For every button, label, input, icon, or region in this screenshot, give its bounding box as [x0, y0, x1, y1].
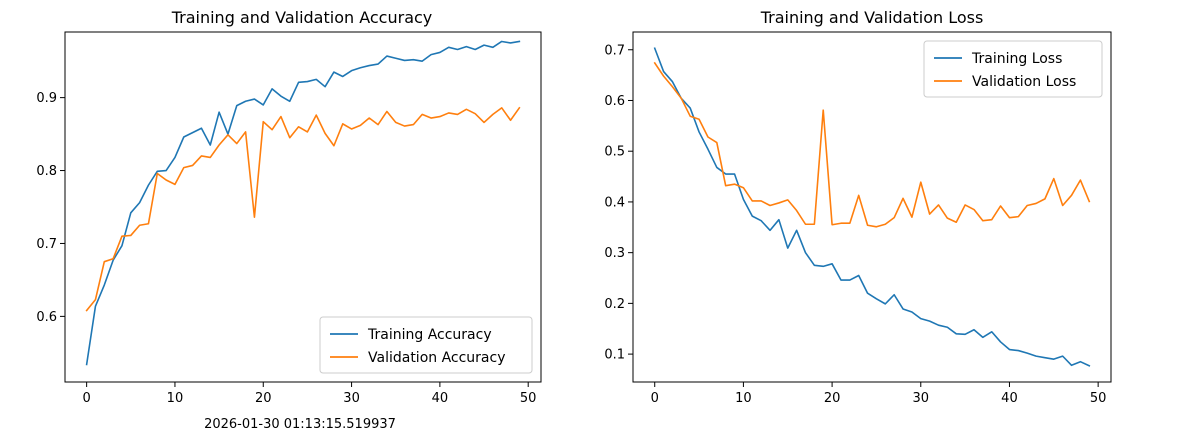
accuracy-legend-label-1: Training Accuracy: [367, 327, 492, 343]
accuracy-xtick-label: 10: [167, 391, 184, 406]
loss-chart: Training and Validation Loss 0 10 20 30 40 50…: [604, 8, 1112, 406]
accuracy-series-line-2: [85, 106, 521, 312]
loss-series-line-1: [653, 47, 1091, 367]
loss-xtick-label: 40: [1001, 391, 1018, 406]
accuracy-ytick-label: 0.7: [36, 237, 57, 252]
loss-xtick-label: 30: [913, 391, 930, 406]
loss-series-line-2: [653, 61, 1091, 228]
loss-xtick-label: 20: [824, 391, 841, 406]
accuracy-legend-box: [319, 316, 533, 374]
accuracy-chart-title: Training and Validation Accuracy: [171, 8, 433, 27]
accuracy-xtick-label: 50: [520, 391, 537, 406]
loss-xtick-label: 0: [651, 391, 659, 406]
loss-ytick-label: 0.6: [604, 94, 625, 109]
loss-chart-title: Training and Validation Loss: [760, 8, 984, 27]
accuracy-series-line-1: [85, 40, 521, 366]
loss-xtick-label: 10: [735, 391, 752, 406]
accuracy-xtick-label: 40: [432, 391, 449, 406]
loss-axes-frame: [632, 31, 1112, 383]
accuracy-legend-label-2: Validation Accuracy: [368, 350, 506, 366]
accuracy-axes-frame: [64, 31, 542, 383]
loss-axes: 0 10 20 30 40 50 0.1 0.2 0.3 0.4 0.5 0.6 0.7: [604, 43, 1106, 406]
loss-legend-label-1: Training Loss: [971, 51, 1062, 67]
accuracy-axes: 0 10 20 30 40 50 0.6 0.7 0.8 0.9: [36, 91, 536, 406]
accuracy-ytick-label: 0.9: [36, 91, 57, 106]
accuracy-xtick-label: 20: [255, 391, 272, 406]
loss-legend-box: [923, 40, 1103, 98]
accuracy-xtick-label: 30: [343, 391, 360, 406]
loss-ytick-label: 0.4: [604, 195, 625, 210]
loss-xtick-label: 50: [1090, 391, 1107, 406]
loss-ytick-label: 0.7: [604, 43, 625, 58]
loss-ytick-label: 0.1: [604, 348, 625, 363]
accuracy-ytick-label: 0.8: [36, 164, 57, 179]
loss-legend: Training Loss Validation Loss: [923, 40, 1103, 98]
accuracy-xtick-label: 0: [82, 391, 90, 406]
accuracy-ytick-label: 0.6: [36, 310, 57, 325]
loss-ytick-label: 0.3: [604, 246, 625, 261]
timestamp-caption: 2026-01-30 01:13:15.519937: [204, 417, 396, 432]
loss-ytick-label: 0.5: [604, 145, 625, 160]
loss-ytick-label: 0.2: [604, 297, 625, 312]
accuracy-legend: Training Accuracy Validation Accuracy: [319, 316, 533, 374]
loss-legend-label-2: Validation Loss: [972, 74, 1076, 90]
accuracy-series-layer: [85, 40, 521, 366]
loss-series-layer: [653, 47, 1091, 367]
accuracy-chart: Training and Validation Accuracy 0 10 20 30…: [36, 8, 542, 406]
